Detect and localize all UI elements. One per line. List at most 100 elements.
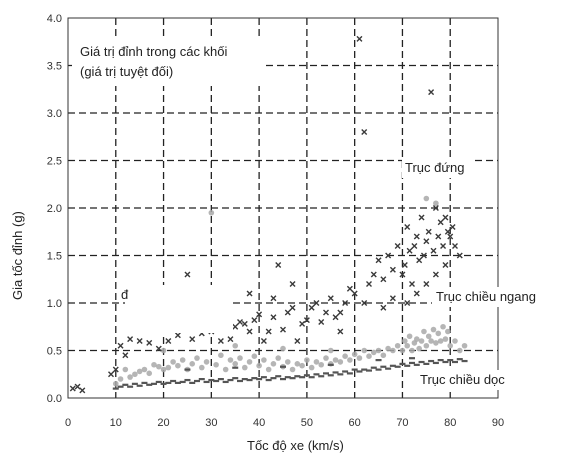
longitudinal-point	[452, 360, 458, 364]
vertical-point	[337, 309, 344, 316]
horizontal-point	[313, 359, 320, 365]
longitudinal-point	[160, 382, 167, 385]
longitudinal-point	[289, 377, 296, 380]
horizontal-point	[270, 361, 277, 367]
vertical-point	[275, 262, 282, 268]
horizontal-label-patch	[432, 287, 557, 307]
horizontal-point	[351, 351, 358, 358]
horizontal-point	[399, 347, 406, 354]
vertical-point	[146, 339, 153, 346]
longitudinal-point	[418, 360, 425, 364]
longitudinal-point	[241, 378, 248, 381]
vertical-point	[394, 243, 401, 249]
longitudinal-point	[280, 378, 286, 381]
x-tick-label: 10	[110, 417, 122, 429]
horizontal-point	[304, 357, 310, 363]
y-tick-label: 1.5	[47, 251, 62, 263]
horizontal-point	[361, 347, 368, 354]
longitudinal-point	[299, 376, 306, 379]
vertical-point	[380, 304, 387, 311]
vertical-point	[342, 300, 349, 306]
vertical-point	[265, 328, 272, 335]
horizontal-point	[127, 374, 133, 380]
vertical-point	[375, 257, 382, 264]
vertical-point	[444, 228, 451, 235]
longitudinal-point	[170, 379, 177, 383]
vertical-point	[366, 281, 372, 287]
longitudinal-point	[356, 370, 363, 373]
horizontal-point	[194, 355, 200, 361]
vertical-point	[189, 336, 196, 343]
horizontal-point	[437, 338, 444, 344]
longitudinal-point	[222, 380, 229, 384]
longitudinal-point	[237, 379, 243, 383]
horizontal-point	[413, 336, 420, 342]
annotation-horizontal-axis: Trục chiều ngang	[436, 289, 536, 304]
longitudinal-point	[456, 358, 463, 361]
title-patch	[72, 38, 262, 86]
longitudinal-point	[194, 379, 200, 383]
vertical-point	[432, 271, 439, 278]
horizontal-point	[218, 352, 224, 359]
vertical-point	[404, 300, 411, 306]
longitudinal-point	[280, 365, 286, 368]
horizontal-point	[423, 195, 430, 202]
y-tick-label: 0.5	[47, 346, 62, 358]
horizontal-point	[380, 352, 387, 359]
horizontal-point	[428, 338, 434, 344]
plot-border	[67, 17, 499, 399]
horizontal-point	[261, 357, 267, 363]
longitudinal-point	[432, 361, 439, 365]
horizontal-point	[198, 364, 205, 371]
horizontal-point	[425, 333, 432, 340]
y-tick-label: 3.0	[47, 108, 62, 120]
longitudinal-point	[179, 380, 186, 384]
horizontal-point	[342, 353, 348, 360]
horizontal-point	[416, 345, 422, 352]
horizontal-point	[366, 353, 372, 360]
longitudinal-point	[413, 363, 420, 366]
vertical-point	[227, 336, 234, 343]
x-tick-label: 50	[301, 417, 313, 429]
longitudinal-point	[346, 372, 353, 375]
vertical-point	[351, 290, 358, 297]
vertical-point	[323, 309, 329, 316]
longitudinal-point	[227, 378, 234, 382]
longitudinal-point	[332, 371, 339, 374]
longitudinal-point	[151, 382, 157, 385]
vertical-point	[435, 233, 442, 240]
horizontal-point	[275, 355, 282, 361]
longitudinal-point	[375, 359, 382, 362]
horizontal-point	[141, 366, 148, 373]
vertical-point	[217, 338, 224, 344]
vertical-point	[174, 332, 181, 339]
horizontal-point	[294, 361, 301, 367]
vertical-point	[270, 295, 277, 302]
vertical-point	[413, 290, 420, 297]
vertical-point	[401, 262, 408, 268]
longitudinal-point	[136, 384, 143, 387]
horizontal-point	[170, 359, 176, 365]
horizontal-point	[227, 357, 234, 363]
horizontal-point	[203, 359, 210, 365]
longitudinal-point	[208, 378, 215, 382]
y-tick-label: 2.0	[47, 203, 62, 215]
horizontal-point	[232, 342, 239, 349]
vertical-point	[308, 304, 315, 311]
horizontal-point	[435, 330, 442, 337]
vertical-point	[389, 266, 396, 273]
horizontal-point	[251, 353, 258, 360]
horizontal-point	[406, 333, 413, 340]
horizontal-point	[421, 328, 427, 335]
vertical-point	[430, 247, 437, 254]
longitudinal-point	[131, 382, 138, 385]
y-tick-label: 3.5	[47, 61, 62, 73]
x-tick-label: 80	[444, 417, 456, 429]
longitudinal-point	[265, 378, 272, 382]
horizontal-point	[323, 355, 329, 361]
longitudinal-point	[313, 373, 320, 376]
longitudinal-point	[146, 383, 153, 386]
vertical-point	[416, 257, 423, 264]
vertical-point	[437, 219, 444, 226]
